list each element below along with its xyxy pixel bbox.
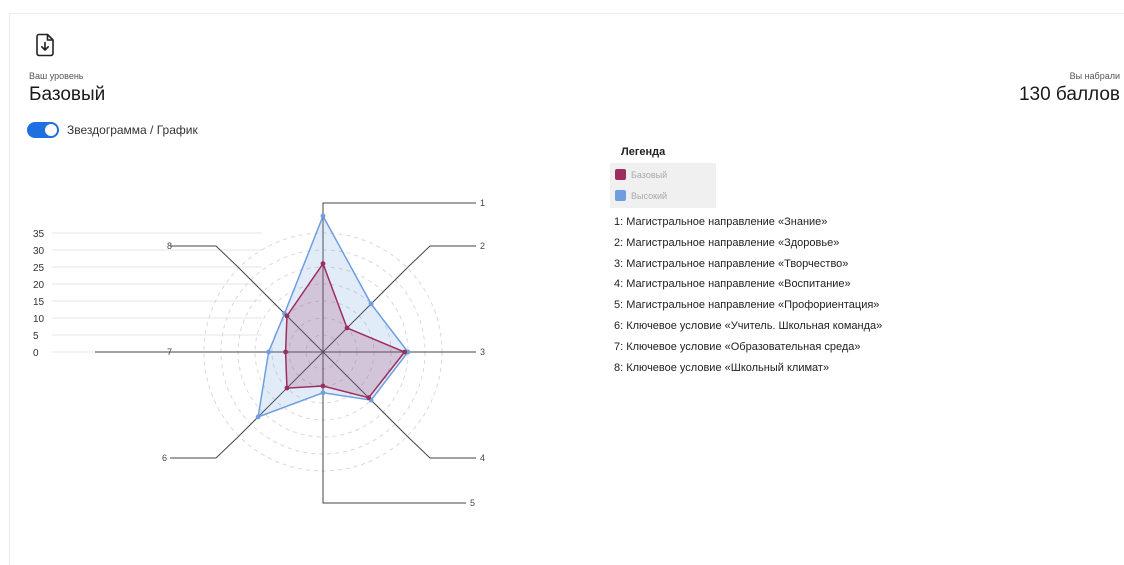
- file-download-icon[interactable]: [35, 33, 55, 57]
- legend-box: Базовый Высокий: [610, 163, 716, 208]
- score-caption: Вы набрали: [1069, 71, 1120, 81]
- toggle-label: Звездограмма / График: [67, 123, 198, 137]
- legend-title: Легенда: [621, 146, 666, 158]
- axis-leader-line: [170, 435, 240, 459]
- axis-description-item: 2: Магистральное направление «Здоровье»: [614, 236, 840, 249]
- legend-swatch-base: [615, 169, 626, 180]
- axis-label: 7: [167, 347, 172, 357]
- axis-label: 2: [480, 241, 485, 251]
- data-point: [283, 349, 288, 355]
- spoke-line: [322, 267, 408, 353]
- axis-label: 3: [480, 347, 485, 357]
- y-tick-label: 30: [33, 246, 45, 257]
- y-tick-label: 20: [33, 280, 45, 291]
- axis-description-list: 1: Магистральное направление «Знание» 2:…: [614, 215, 882, 381]
- y-tick-label: 35: [33, 229, 45, 240]
- axis-label: 8: [167, 241, 172, 251]
- axis-description-item: 8: Ключевое условие «Школьный климат»: [614, 361, 830, 374]
- y-tick-label: 5: [33, 331, 39, 342]
- data-point: [366, 395, 372, 401]
- axis-label: 5: [470, 498, 475, 508]
- legend-label-base: Базовый: [631, 169, 668, 180]
- data-point: [320, 261, 326, 266]
- data-point: [402, 349, 407, 355]
- data-point: [266, 349, 271, 355]
- axis-description-item: 4: Магистральное направление «Воспитание…: [614, 278, 851, 291]
- level-caption: Ваш уровень: [29, 71, 84, 81]
- legend-label-high: Высокий: [631, 190, 668, 201]
- axis-description-item: 7: Ключевое условие «Образовательная сре…: [614, 340, 861, 353]
- chart-panel: [9, 13, 1124, 565]
- axis-leader-line: [406, 245, 476, 269]
- level-value: Базовый: [29, 84, 106, 105]
- axis-leader-line: [322, 202, 476, 233]
- data-point: [255, 414, 261, 420]
- y-tick-label: 25: [33, 263, 45, 274]
- axis-description-item: 3: Магистральное направление «Творчество…: [614, 257, 849, 270]
- spoke-line: [238, 267, 324, 353]
- legend-swatch-high: [615, 190, 626, 201]
- axis-description-item: 1: Магистральное направление «Знание»: [614, 216, 828, 228]
- score-value: 130 баллов: [1018, 84, 1120, 105]
- axis-leader-line: [170, 245, 240, 269]
- y-tick-label: 15: [33, 297, 45, 308]
- legend-item-high[interactable]: Высокий: [615, 190, 667, 201]
- data-point: [284, 313, 290, 319]
- axis-description-item: 5: Магистральное направление «Профориент…: [614, 299, 880, 312]
- data-point: [320, 383, 326, 389]
- y-tick-label: 10: [33, 314, 45, 325]
- spoke-line: [238, 351, 324, 437]
- toggle-knob: [45, 124, 57, 136]
- y-tick-label: 0: [33, 348, 39, 359]
- axis-label: 1: [480, 198, 485, 208]
- data-point: [405, 349, 411, 355]
- axis-leader-line: [406, 435, 476, 459]
- data-point: [368, 301, 374, 307]
- data-point: [344, 325, 350, 331]
- legend-item-base[interactable]: Базовый: [615, 169, 667, 180]
- data-point: [320, 390, 326, 396]
- data-point: [320, 213, 326, 219]
- axis-label: 4: [480, 453, 485, 463]
- radar-chart: 0 5 10 15 20 25 30 35 1 2 3 4 5 6 7 8: [33, 198, 485, 508]
- spoke-line: [322, 351, 408, 437]
- axis-label: 6: [162, 453, 167, 463]
- data-point: [284, 385, 290, 391]
- axis-description-item: 6: Ключевое условие «Учитель. Школьная к…: [614, 319, 883, 332]
- axis-leader-line: [322, 471, 466, 504]
- chart-type-toggle[interactable]: [27, 122, 59, 138]
